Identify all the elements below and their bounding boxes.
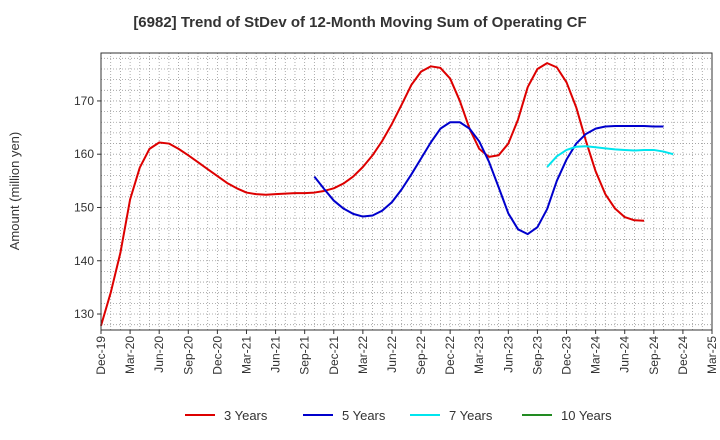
x-tick-label: Mar-25 — [705, 336, 719, 374]
x-axis: Dec-19 Mar-20 Jun-20 Sep-20 Dec-20 Mar-21 Jun-… — [94, 330, 719, 375]
legend: 3 Years 5 Years 7 Years 10 Years — [185, 408, 612, 423]
x-tick-label: Sep-23 — [530, 336, 544, 375]
x-tick-label: Jun-24 — [618, 336, 632, 373]
x-tick-label: Dec-20 — [210, 336, 224, 375]
x-tick-label: Mar-22 — [356, 336, 370, 374]
legend-label-5-years: 5 Years — [342, 408, 386, 423]
y-tick-label: 160 — [74, 147, 94, 161]
y-tick-label: 150 — [74, 200, 94, 214]
x-tick-label: Jun-20 — [152, 336, 166, 373]
x-tick-label: Jun-21 — [269, 336, 283, 373]
x-tick-label: Dec-19 — [94, 336, 108, 375]
x-tick-label: Mar-23 — [472, 336, 486, 374]
y-axis-label: Amount (million yen) — [7, 132, 22, 251]
chart-title: [6982] Trend of StDev of 12-Month Moving… — [133, 14, 587, 31]
x-tick-label: Dec-21 — [327, 336, 341, 375]
series-line-7-years — [546, 145, 674, 168]
x-tick-label: Sep-22 — [414, 336, 428, 375]
grid — [101, 53, 712, 330]
y-tick-label: 140 — [74, 254, 94, 268]
y-tick-label: 170 — [74, 94, 94, 108]
x-tick-label: Mar-24 — [589, 336, 603, 374]
x-tick-label: Dec-23 — [560, 336, 574, 375]
x-tick-label: Sep-21 — [298, 336, 312, 375]
y-tick-label: 130 — [74, 307, 94, 321]
plot-frame — [100, 52, 713, 331]
x-tick-label: Mar-20 — [123, 336, 137, 374]
series-line-3-years — [100, 62, 645, 327]
legend-label-10-years: 10 Years — [561, 408, 612, 423]
y-axis: 130 140 150 160 170 — [74, 94, 101, 321]
x-tick-label: Jun-22 — [385, 336, 399, 373]
x-tick-label: Mar-21 — [239, 336, 253, 374]
series-line-5-years — [313, 121, 664, 236]
x-tick-label: Sep-24 — [647, 336, 661, 375]
legend-label-7-years: 7 Years — [449, 408, 493, 423]
x-tick-label: Sep-20 — [181, 336, 195, 375]
x-tick-label: Jun-23 — [501, 336, 515, 373]
legend-label-3-years: 3 Years — [224, 408, 268, 423]
series-lines — [100, 62, 674, 327]
x-tick-label: Dec-22 — [443, 336, 457, 375]
x-tick-label: Dec-24 — [676, 336, 690, 375]
